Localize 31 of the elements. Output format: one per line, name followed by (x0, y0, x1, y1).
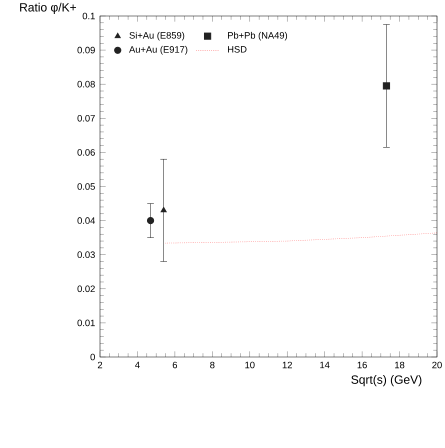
y-tick-label: 0.06 (77, 149, 95, 156)
y-tick-label: 0.03 (77, 251, 95, 258)
x-tick-label: 14 (320, 362, 330, 368)
y-tick-label: 0.05 (77, 183, 95, 190)
x-tick-label: 12 (282, 362, 292, 368)
point (146, 216, 154, 224)
y-tick-label: 0.08 (77, 80, 95, 88)
y-tick-label: 0.02 (77, 286, 95, 292)
x-tick-label: 8 (210, 362, 215, 368)
point (160, 206, 167, 212)
legend-label: Si+Au (E859) (129, 32, 184, 41)
y-tick-label: 0.07 (77, 115, 95, 122)
point (382, 82, 390, 90)
y-tick-label: 0.01 (77, 320, 95, 326)
legend-label: Au+Au (E917) (129, 46, 188, 55)
x-tick-label: 4 (135, 362, 140, 368)
y-tick-label: 0 (90, 354, 95, 360)
y-tick-label: 0.09 (77, 46, 95, 54)
x-tick-label: 16 (358, 362, 367, 368)
y-tick-label: 0.1 (82, 12, 95, 20)
x-tick-label: 10 (245, 362, 255, 368)
x-tick-label: 20 (432, 362, 442, 368)
x-tick-label: 18 (395, 362, 404, 368)
x-axis-title: Sqrt(s) (GeV) (351, 375, 422, 386)
x-tick-label: 6 (172, 362, 178, 368)
line-series (165, 232, 438, 244)
legend-label: Pb+Pb (NA49) (228, 32, 288, 41)
y-tick-label: 0.04 (77, 217, 96, 224)
x-tick-label: 2 (98, 362, 102, 368)
legend-label: HSD (228, 46, 246, 53)
y-axis-title: Ratio φ/K+ (20, 2, 76, 14)
